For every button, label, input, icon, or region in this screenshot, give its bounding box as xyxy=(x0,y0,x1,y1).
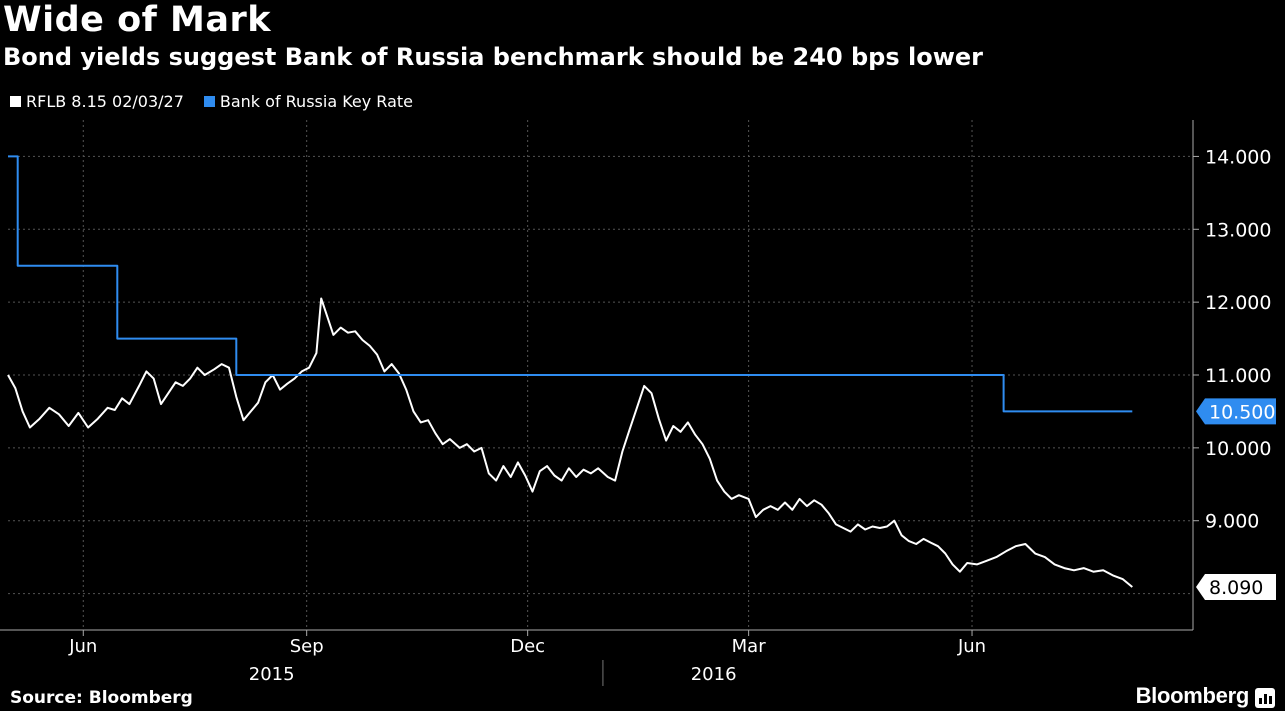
x-tick-label: Dec xyxy=(510,636,545,657)
y-tick-label: 9.000 xyxy=(1205,511,1259,533)
y-tick-label: 11.000 xyxy=(1205,365,1271,387)
last-value-tag-key-rate xyxy=(1196,398,1276,425)
brand-logo: Bloomberg xyxy=(1135,683,1250,708)
legend-swatch-key-rate xyxy=(203,96,215,107)
x-tick-label: Sep xyxy=(290,636,324,657)
chart-title: Wide of Mark xyxy=(3,0,272,40)
legend: RFLB 8.15 02/03/27 Bank of Russia Key Ra… xyxy=(10,92,413,111)
last-value-tag-bond xyxy=(1196,574,1276,601)
x-tick-label: Jun xyxy=(957,636,986,657)
y-tick-label: 14.000 xyxy=(1205,146,1271,168)
legend-label-bond: RFLB 8.15 02/03/27 xyxy=(26,92,184,111)
source-note: Source: Bloomberg xyxy=(10,688,193,708)
year-label: 2015 xyxy=(249,664,295,685)
chart-subtitle: Bond yields suggest Bank of Russia bench… xyxy=(3,43,983,71)
series-lines xyxy=(7,155,1133,588)
last-value-label-bond: 8.090 xyxy=(1209,577,1263,599)
axes xyxy=(0,120,1199,686)
x-tick-label: Mar xyxy=(732,636,767,657)
year-label: 2016 xyxy=(691,664,737,685)
y-tick-label: 13.000 xyxy=(1205,219,1271,241)
legend-item-bond: RFLB 8.15 02/03/27 xyxy=(10,92,184,111)
legend-item-key-rate: Bank of Russia Key Rate xyxy=(203,92,413,111)
legend-swatch-bond xyxy=(10,96,21,107)
y-tick-label: 10.000 xyxy=(1205,438,1271,460)
x-tick-label: Jun xyxy=(68,636,97,657)
bar-chart-icon xyxy=(1255,688,1275,708)
axis-labels: 14.000 13.000 12.000 11.000 10.000 9.000 Jun Se… xyxy=(68,146,1276,685)
last-value-label-key-rate: 10.500 xyxy=(1209,401,1275,423)
series-line-bond xyxy=(7,297,1133,588)
series-line-key-rate xyxy=(8,155,1133,413)
legend-label-key-rate: Bank of Russia Key Rate xyxy=(219,92,413,111)
y-tick-label: 12.000 xyxy=(1205,292,1271,314)
